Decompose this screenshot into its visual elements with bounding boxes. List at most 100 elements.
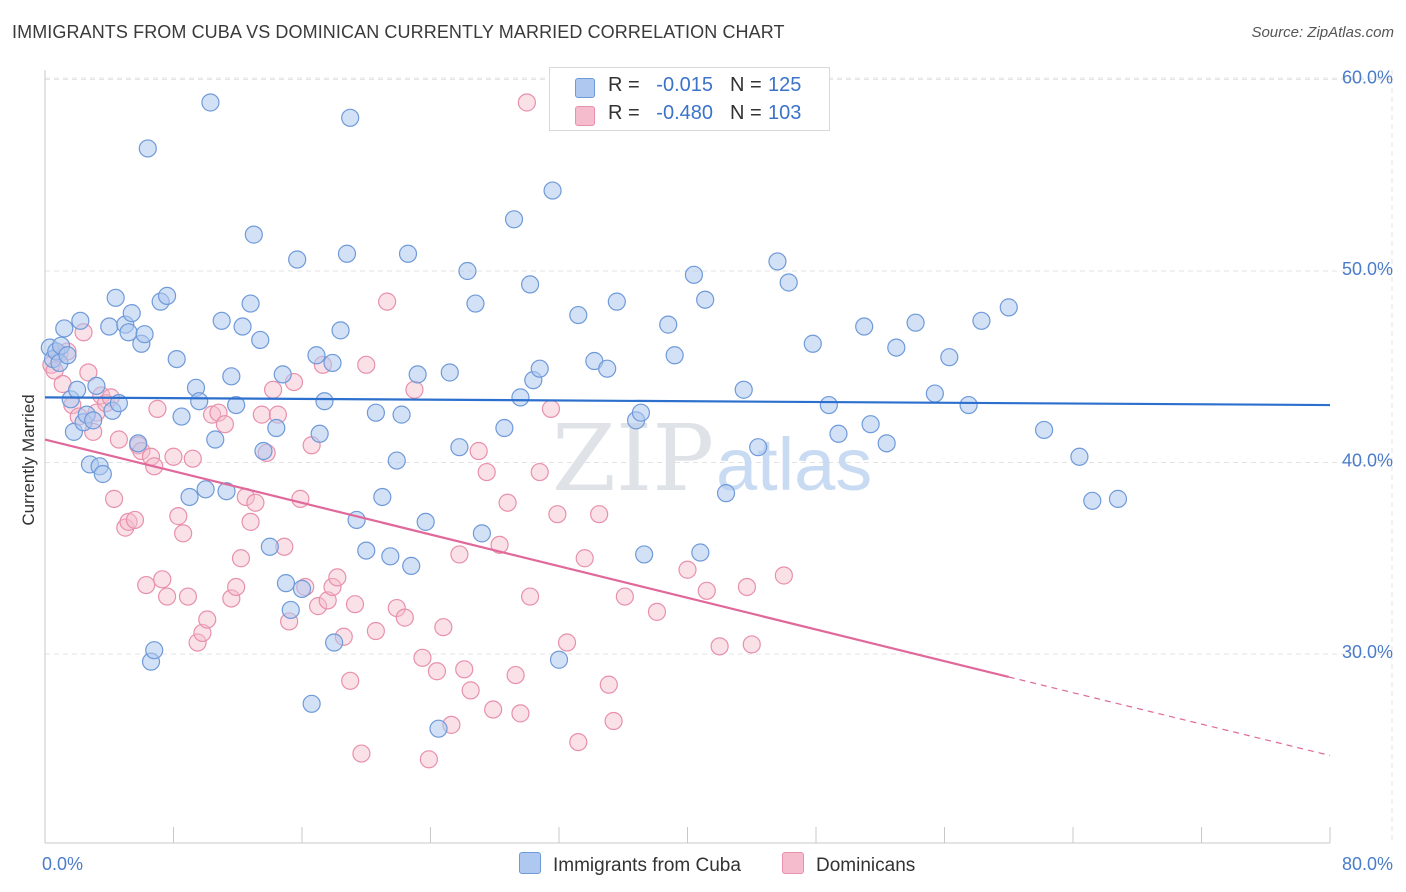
cuba-point	[906, 313, 925, 332]
dominican-point	[575, 549, 594, 568]
cuba-point	[337, 244, 357, 263]
cuba-point	[635, 545, 654, 564]
legend-r-value: -0.015	[656, 74, 713, 96]
cuba-point	[201, 93, 220, 112]
dominican-point	[395, 608, 414, 627]
legend-n-label: N =	[730, 102, 762, 124]
cuba-point	[172, 407, 191, 426]
cuba-point	[1083, 491, 1102, 510]
cuba-point	[260, 537, 279, 556]
y-tick-label: 30.0%	[1342, 642, 1393, 662]
dominican-point	[742, 635, 761, 654]
cuba-point	[1108, 489, 1128, 508]
cuba-point	[267, 418, 286, 438]
dominican-trend-extension	[1008, 676, 1331, 757]
cuba-point	[416, 512, 435, 531]
dominican-point	[263, 380, 283, 399]
dominican-point	[615, 587, 634, 606]
legend-swatch-dominican	[575, 106, 595, 126]
dominican-point	[231, 549, 251, 568]
correlation-legend: R = -0.015 N = 125 R = -0.480 N = 103	[549, 67, 830, 131]
trend-lines	[44, 396, 1331, 757]
dominican-point	[604, 711, 623, 731]
dominican-point	[202, 405, 222, 424]
cuba-point	[440, 363, 459, 382]
dominican-point	[157, 587, 177, 606]
dominican-point	[222, 589, 241, 608]
dominican-point	[434, 618, 453, 637]
cuba-point	[472, 524, 491, 543]
cuba-point	[607, 292, 626, 311]
x-tick-label: 0.0%	[42, 854, 83, 874]
dominican-point	[79, 363, 98, 382]
cuba-point	[71, 311, 90, 330]
legend-n-value: 125	[768, 74, 802, 96]
cuba-point	[331, 321, 350, 340]
tick-labels: 30.0% 40.0% 50.0% 60.0% 0.0% 80.0%	[42, 67, 1393, 874]
cuba-point	[217, 482, 236, 501]
dominican-point	[366, 621, 385, 641]
dominican-point	[104, 489, 124, 508]
y-tick-label: 50.0%	[1342, 259, 1393, 279]
dominican-point	[405, 380, 424, 399]
cuba-point	[129, 434, 148, 453]
legend-r-label: R =	[608, 102, 640, 124]
cuba-point	[138, 139, 157, 158]
cuba-point	[495, 418, 514, 438]
dominican-point	[737, 577, 757, 597]
cuba-point	[530, 359, 549, 378]
cuba-point	[734, 380, 753, 399]
dominican-point	[116, 518, 135, 537]
cuba-point	[373, 487, 392, 507]
cuba-point	[458, 261, 477, 281]
legend-item-cuba: Immigrants from Cuba	[519, 852, 741, 877]
cuba-point	[273, 365, 292, 384]
dominican-point	[328, 568, 347, 587]
cuba-point	[276, 574, 296, 593]
dominican-point	[427, 662, 447, 681]
dominican-point	[209, 403, 228, 422]
cuba-point	[1034, 420, 1054, 440]
dominican-point	[541, 399, 561, 418]
cuba-point	[206, 430, 225, 449]
dominican-point	[119, 512, 138, 531]
cuba-point	[861, 415, 880, 434]
cuba-point	[887, 338, 906, 357]
dominican-point	[517, 93, 536, 112]
cuba-point	[569, 305, 588, 325]
dominican-point	[153, 570, 172, 589]
cuba-point	[366, 403, 385, 422]
cuba-point	[180, 487, 199, 507]
cuba-point	[429, 719, 448, 738]
cuba-point	[212, 311, 231, 330]
dominican-point	[413, 648, 432, 667]
cuba-point	[398, 244, 418, 263]
cuba-point	[972, 311, 991, 330]
dominican-point	[148, 399, 167, 418]
cuba-point	[167, 349, 186, 369]
cuba-point	[251, 330, 270, 350]
dominican-point	[710, 637, 729, 656]
cuba-point	[233, 317, 252, 336]
cuba-point	[716, 484, 736, 503]
cuba-point	[190, 392, 209, 411]
cuba-point	[84, 411, 103, 430]
cuba-point	[87, 376, 106, 395]
cuba-point	[310, 424, 329, 443]
dominican-point	[678, 560, 697, 579]
cuba-point	[696, 290, 715, 309]
dominican-point	[215, 415, 234, 434]
cuba-point	[292, 579, 312, 598]
gridlines	[45, 70, 1393, 843]
axes	[44, 70, 1331, 844]
dominican-point	[774, 566, 793, 585]
cuba-point	[665, 346, 684, 365]
dominican-point	[169, 507, 188, 526]
watermark-atlas: atlas	[716, 423, 872, 506]
cuba-point	[227, 395, 246, 415]
source-label: Source: ZipAtlas.com	[1251, 24, 1394, 41]
dominican-point	[109, 430, 128, 449]
cuba-point	[106, 288, 125, 307]
dominican-point	[227, 577, 246, 597]
